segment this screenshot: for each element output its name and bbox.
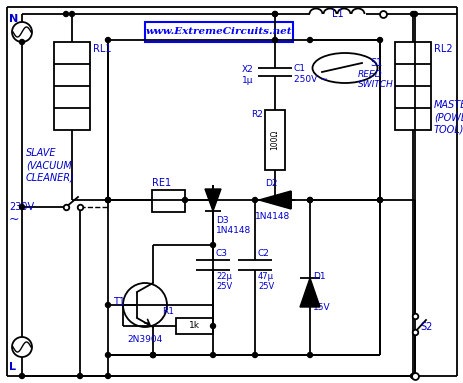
Text: RL2: RL2	[433, 44, 451, 54]
Circle shape	[307, 352, 312, 357]
Text: (VACUUM: (VACUUM	[26, 160, 72, 170]
Bar	[394, 42, 430, 130]
Circle shape	[410, 373, 414, 378]
Text: www.ExtremeCircuits.net: www.ExtremeCircuits.net	[145, 28, 292, 36]
Text: T1: T1	[113, 297, 125, 307]
Circle shape	[12, 337, 32, 357]
Bar	[175, 318, 213, 334]
Circle shape	[123, 283, 167, 327]
Text: 1k: 1k	[188, 321, 200, 331]
Circle shape	[410, 11, 414, 16]
Bar	[264, 110, 284, 170]
Text: 22µ: 22µ	[216, 272, 232, 281]
Circle shape	[63, 11, 69, 16]
Circle shape	[210, 324, 215, 329]
Circle shape	[150, 352, 155, 357]
Circle shape	[210, 242, 215, 247]
Text: 15V: 15V	[313, 303, 330, 312]
Text: MASTER: MASTER	[433, 100, 463, 110]
Circle shape	[12, 22, 32, 42]
Ellipse shape	[312, 53, 377, 83]
Circle shape	[105, 198, 110, 203]
Bar	[54, 42, 90, 130]
Text: 2N3904: 2N3904	[127, 335, 162, 344]
Text: 25V: 25V	[257, 282, 274, 291]
Circle shape	[412, 11, 417, 16]
Text: R2: R2	[250, 110, 263, 119]
Circle shape	[272, 38, 277, 43]
Text: 100Ω: 100Ω	[270, 130, 279, 150]
Circle shape	[210, 352, 215, 357]
Text: 1µ: 1µ	[241, 76, 252, 85]
Circle shape	[150, 352, 155, 357]
Circle shape	[105, 303, 110, 308]
Circle shape	[272, 198, 277, 203]
Text: N: N	[9, 14, 18, 24]
Text: D1: D1	[313, 272, 325, 281]
Circle shape	[105, 373, 110, 378]
Text: RL1: RL1	[93, 44, 111, 54]
Circle shape	[105, 38, 110, 43]
Polygon shape	[205, 189, 220, 211]
Circle shape	[19, 205, 25, 210]
Text: C2: C2	[257, 249, 269, 258]
Text: R1: R1	[162, 307, 174, 316]
Text: REED: REED	[357, 70, 382, 79]
Circle shape	[252, 198, 257, 203]
Text: 1N4148: 1N4148	[255, 212, 290, 221]
Text: (POWER: (POWER	[433, 112, 463, 122]
Circle shape	[377, 38, 382, 43]
Text: 230V: 230V	[9, 202, 34, 212]
Text: 47µ: 47µ	[257, 272, 274, 281]
Circle shape	[19, 39, 25, 44]
Polygon shape	[300, 278, 319, 307]
Circle shape	[272, 11, 277, 16]
Circle shape	[150, 352, 155, 357]
Circle shape	[272, 11, 277, 16]
Text: S2: S2	[419, 322, 432, 332]
Text: SWITCH: SWITCH	[357, 80, 393, 89]
Text: RE1: RE1	[152, 178, 171, 188]
Text: CLEANER): CLEANER)	[26, 172, 75, 182]
Text: D2: D2	[264, 179, 277, 188]
Text: 250V ~: 250V ~	[294, 75, 327, 84]
Text: S1: S1	[369, 58, 382, 68]
Text: SLAVE: SLAVE	[26, 148, 56, 158]
Text: TOOL): TOOL)	[433, 124, 463, 134]
Circle shape	[105, 198, 110, 203]
Text: C1: C1	[294, 64, 305, 73]
Text: L1: L1	[332, 9, 343, 19]
Circle shape	[307, 198, 312, 203]
Circle shape	[307, 38, 312, 43]
Text: ~: ~	[9, 213, 19, 226]
Circle shape	[77, 373, 82, 378]
Circle shape	[182, 198, 187, 203]
Bar	[144, 22, 292, 42]
Circle shape	[69, 11, 75, 16]
Circle shape	[105, 352, 110, 357]
Circle shape	[252, 352, 257, 357]
Text: 1N4148: 1N4148	[216, 226, 250, 235]
Circle shape	[105, 198, 110, 203]
Text: X2: X2	[241, 65, 252, 74]
Circle shape	[412, 373, 417, 378]
Circle shape	[377, 198, 382, 203]
Circle shape	[307, 198, 312, 203]
Circle shape	[377, 198, 382, 203]
Circle shape	[210, 198, 215, 203]
Polygon shape	[258, 191, 290, 209]
Bar	[152, 190, 185, 212]
Circle shape	[272, 198, 277, 203]
Text: 25V: 25V	[216, 282, 232, 291]
Text: D3: D3	[216, 216, 228, 225]
Circle shape	[19, 373, 25, 378]
Text: C3: C3	[216, 249, 227, 258]
Text: L: L	[9, 362, 16, 372]
